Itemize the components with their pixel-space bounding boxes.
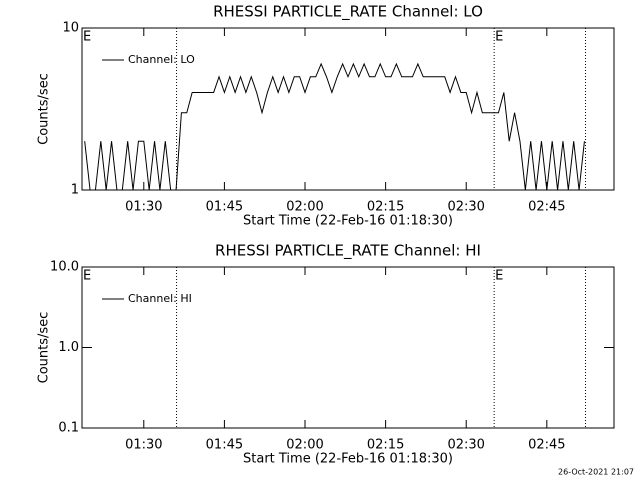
x-tick-label: 01:30 bbox=[125, 438, 162, 453]
y-tick-label: 1 bbox=[71, 183, 79, 198]
x-tick-label: 02:00 bbox=[286, 438, 323, 453]
annotation: E bbox=[83, 30, 91, 45]
data-line bbox=[84, 62, 585, 191]
x-tick-label: 02:15 bbox=[367, 200, 404, 215]
x-axis-label: Start Time (22-Feb-16 01:18:30) bbox=[243, 214, 453, 229]
x-axis-label: Start Time (22-Feb-16 01:18:30) bbox=[243, 452, 453, 467]
x-tick-label: 02:45 bbox=[528, 438, 565, 453]
y-axis-label: Counts/sec bbox=[37, 312, 52, 384]
y-tick-label: 10.0 bbox=[50, 260, 79, 275]
legend-label: Channel: HI bbox=[128, 292, 192, 305]
annotation: E bbox=[495, 30, 503, 45]
annotation: E bbox=[495, 269, 503, 284]
chart-title: RHESSI PARTICLE_RATE Channel: LO bbox=[213, 3, 483, 22]
footer: 26-Oct-2021 21:07 bbox=[558, 468, 634, 477]
x-tick-label: 01:45 bbox=[206, 200, 243, 215]
legend-label: Channel: LO bbox=[128, 53, 195, 66]
plot-frame bbox=[81, 27, 615, 191]
chart-title: RHESSI PARTICLE_RATE Channel: HI bbox=[215, 242, 481, 261]
y-tick-label: 10 bbox=[62, 21, 79, 36]
x-tick-label: 01:45 bbox=[206, 438, 243, 453]
x-tick-label: 02:30 bbox=[447, 438, 484, 453]
y-tick-label: 0.1 bbox=[58, 421, 79, 436]
x-tick-label: 02:30 bbox=[447, 200, 484, 215]
x-tick-label: 01:30 bbox=[125, 200, 162, 215]
x-tick-label: 02:15 bbox=[367, 438, 404, 453]
x-tick-label: 02:45 bbox=[528, 200, 565, 215]
y-tick-label: 1.0 bbox=[58, 340, 79, 355]
annotation: E bbox=[83, 269, 91, 284]
y-axis-label: Counts/sec bbox=[37, 73, 52, 145]
x-tick-label: 02:00 bbox=[286, 200, 323, 215]
